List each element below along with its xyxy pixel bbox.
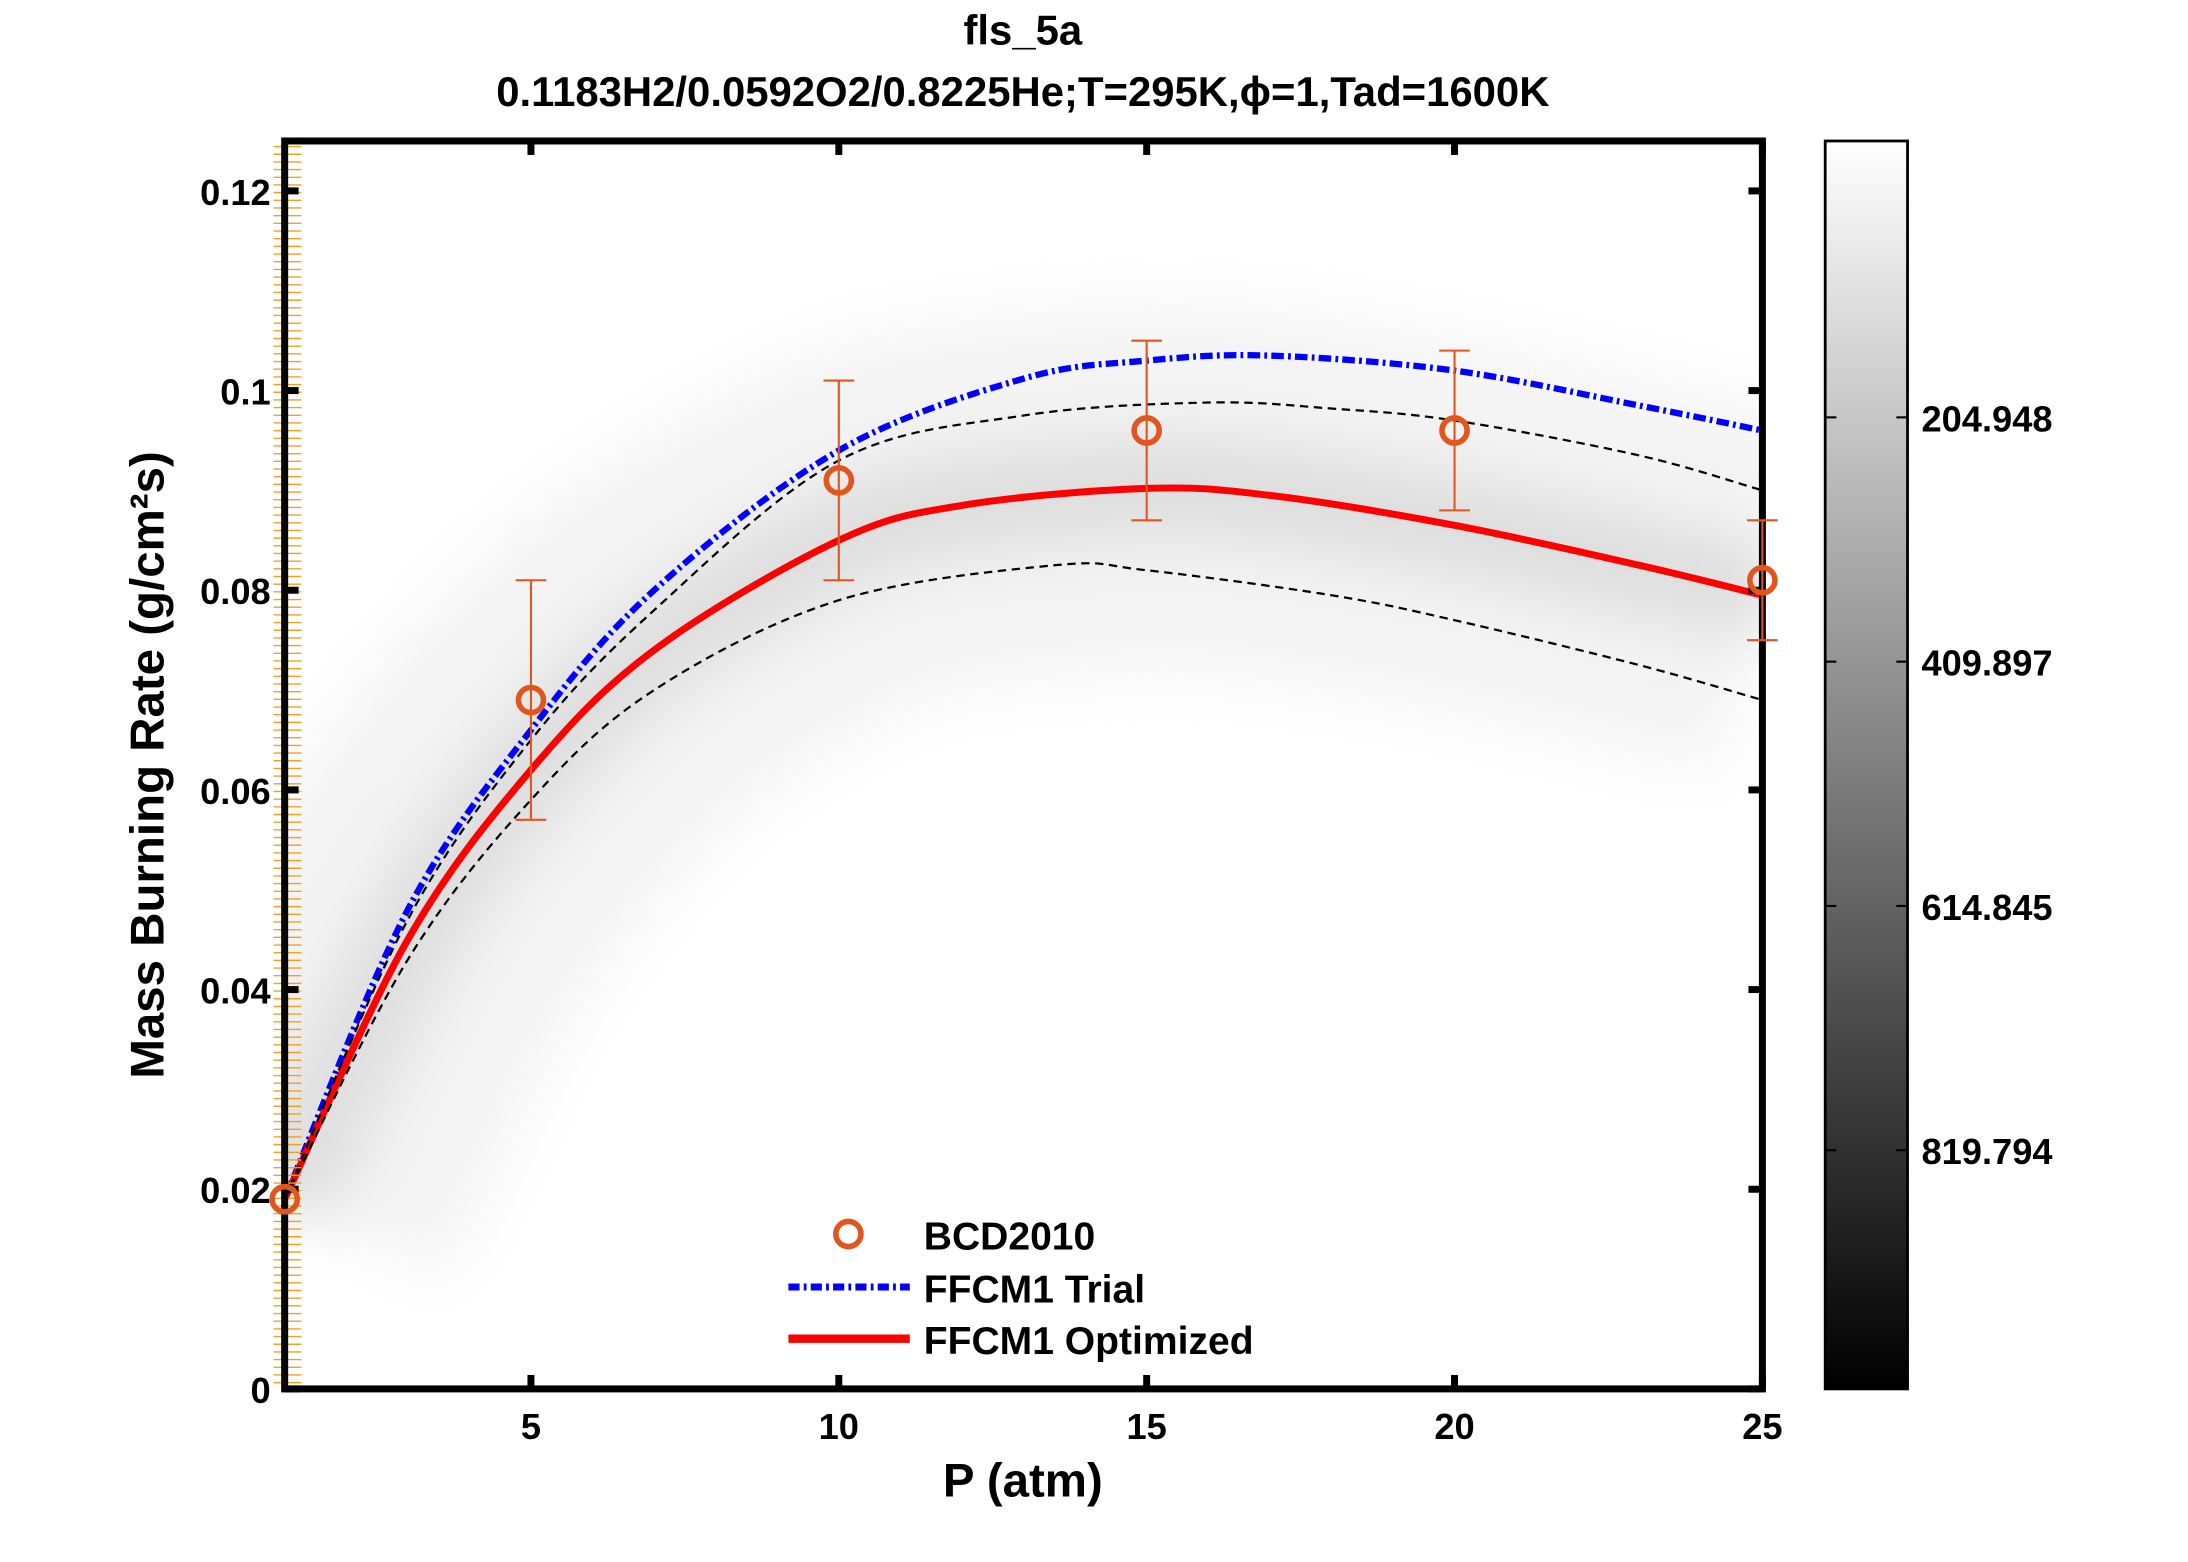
data-point xyxy=(1131,415,1163,446)
y-tick-label: 0.02 xyxy=(200,1170,271,1211)
legend-marker-bcd2010 xyxy=(833,1218,864,1250)
plot-frame xyxy=(281,137,1766,1393)
colorbar-gradient xyxy=(1823,139,1909,1391)
y-tick-label: 0.12 xyxy=(200,172,271,213)
legend-label-trial: FFCM1 Trial xyxy=(924,1268,1145,1311)
y-tick-label: 0.04 xyxy=(200,971,271,1012)
ffcm1-optimized-line xyxy=(284,484,1763,1201)
colorbar-tick-label: 819.794 xyxy=(1921,1131,2052,1172)
uncertainty-lower-line xyxy=(284,562,1763,1200)
colorbar-tick-label: 204.948 xyxy=(1921,398,2052,439)
chart-subtitle: 0.1183H2/0.0592O2/0.8225He;T=295K,ϕ=1,Ta… xyxy=(496,68,1549,115)
x-tick-label: 25 xyxy=(1742,1406,1782,1447)
legend-label-bcd2010: BCD2010 xyxy=(924,1215,1096,1258)
data-point xyxy=(515,684,547,716)
data-point xyxy=(1747,564,1778,596)
data-point xyxy=(1439,415,1470,446)
colorbar-tick-label: 409.897 xyxy=(1921,643,2052,684)
legend-label-optimized: FFCM1 Optimized xyxy=(924,1320,1254,1363)
y-tick-label: 0.06 xyxy=(200,771,271,812)
y-tick-label: 0.08 xyxy=(200,571,271,612)
x-tick-label: 15 xyxy=(1127,1406,1167,1447)
colorbar-tick-label: 614.845 xyxy=(1921,887,2052,928)
x-tick-label: 10 xyxy=(819,1406,859,1447)
ffcm1-trial-line xyxy=(284,352,1763,1201)
colorbar: 204.948 409.897 614.845 819.794 xyxy=(1823,139,2053,1391)
x-tick-label: 20 xyxy=(1434,1406,1474,1447)
legend: BCD2010 FFCM1 Trial FFCM1 Optimized xyxy=(788,1215,1254,1363)
y-tick-label: 0.1 xyxy=(220,372,270,413)
shade-halo xyxy=(284,306,1763,1278)
y-tick-label: 0 xyxy=(251,1370,271,1411)
uncertainty-shading xyxy=(284,306,1763,1278)
x-axis-label: P (atm) xyxy=(943,1454,1103,1507)
x-tick-label: 5 xyxy=(521,1406,541,1447)
chart-title: fls_5a xyxy=(963,7,1082,54)
data-point xyxy=(269,1183,301,1215)
uncertainty-upper-line xyxy=(284,401,1763,1200)
data-point xyxy=(823,465,855,496)
y-axis-label: Mass Burning Rate (g/cm²s) xyxy=(121,451,174,1078)
